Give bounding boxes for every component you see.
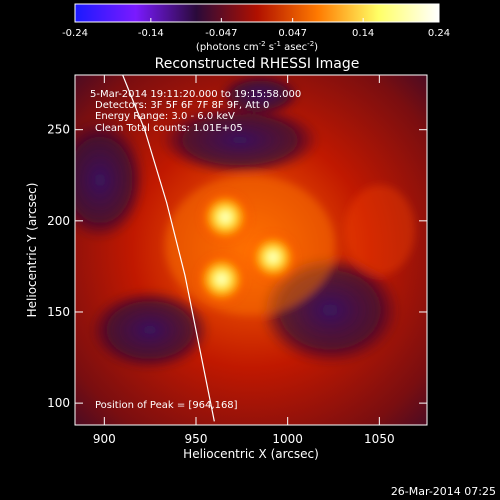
colorbar-tick-label: 0.14 [352,28,374,39]
colorbar-tick-label: -0.14 [138,28,164,39]
colorbar-tick-label: 0.047 [278,28,307,39]
source-group [195,191,299,306]
info-block: 5-Mar-2014 19:11:20.000 to 19:15:58.000 … [90,89,301,134]
colorbar-gradient [74,3,440,23]
y-axis: 100 150 200 250 [47,123,427,410]
x-tick-label: 1000 [272,432,303,446]
y-tick-label: 100 [47,396,70,410]
peak-position-label: Position of Peak = [964,168] [95,400,238,411]
x-tick-label: 900 [93,432,116,446]
y-tick-label: 150 [47,305,70,319]
dark-region-top [160,105,320,175]
info-detectors: Detectors: 3F 5F 6F 7F 8F 9F, Att 0 [95,100,269,111]
y-axis-label: Heliocentric Y (arcsec) [25,183,39,318]
warm-region-right [345,185,415,275]
dark-region-left [75,120,145,240]
plot-frame [74,74,428,426]
x-axis: 900 950 1000 1050 [93,75,395,446]
info-time-range: 5-Mar-2014 19:11:20.000 to 19:15:58.000 [90,89,301,100]
colorbar: -0.24 -0.14 -0.047 0.047 0.14 0.24 (photons c… [62,3,450,53]
source-blob [195,253,248,306]
warm-halo [165,175,335,315]
dark-region-upper [220,75,300,115]
footer-date: 26-Mar-2014 07:25 [391,485,496,498]
info-energy-range: Energy Range: 3.0 - 6.0 keV [95,111,235,122]
colorbar-tick-label: 0.24 [428,28,450,39]
info-clean-counts: Clean Total counts: 1.01E+05 [95,123,243,134]
colorbar-units: (photons cm-2 s-1 asec-2) [196,40,318,53]
x-tick-label: 1050 [364,432,395,446]
x-tick-label: 950 [185,432,208,446]
colorbar-tick-label: -0.24 [62,28,88,39]
dark-region-lower-left [90,290,210,370]
x-axis-label: Heliocentric X (arcsec) [183,447,319,461]
rhessi-image [75,75,427,425]
source-blob [247,232,299,283]
plot-title: Reconstructed RHESSI Image [155,56,360,72]
solar-limb-curve [122,75,215,422]
colorbar-tick-label: -0.047 [205,28,237,39]
y-tick-label: 200 [47,214,70,228]
colorbar-ticks: -0.24 -0.14 -0.047 0.047 0.14 0.24 [62,18,450,39]
y-tick-label: 250 [47,123,70,137]
source-blob [199,191,252,244]
